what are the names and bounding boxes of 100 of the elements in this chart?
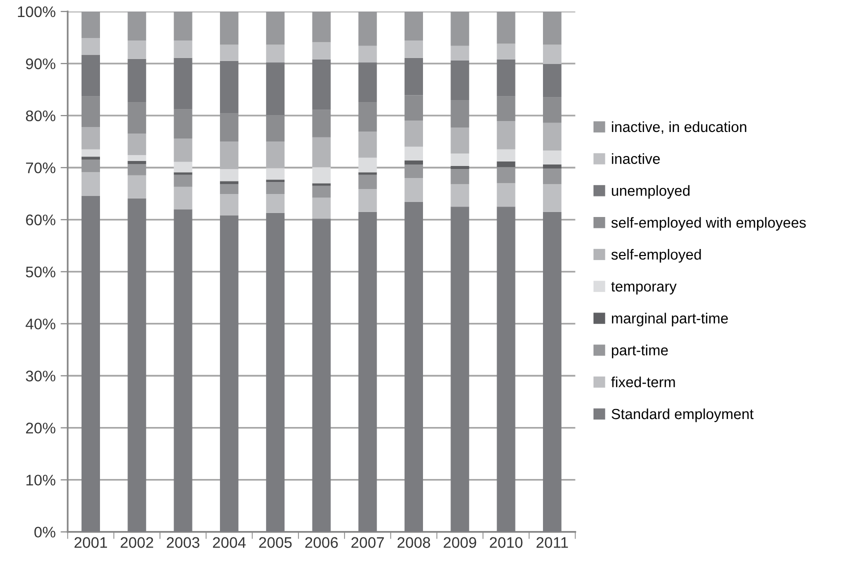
y-tick-label: 10% (26, 474, 56, 486)
bar (82, 12, 100, 38)
x-tick-label: 2011 (536, 537, 568, 548)
bar (450, 169, 470, 184)
bar (312, 110, 331, 138)
legend-label: self-employed (611, 248, 701, 263)
bar (128, 198, 146, 532)
bar (82, 196, 100, 532)
bar (542, 168, 562, 184)
x-tick-label: 2001 (74, 537, 107, 548)
bar (128, 102, 146, 134)
bar (220, 112, 238, 142)
bar (174, 138, 192, 162)
bar (82, 127, 100, 150)
bar (174, 172, 192, 175)
bar (128, 12, 146, 41)
bar (266, 44, 285, 62)
bar (82, 96, 100, 128)
bar (266, 180, 285, 182)
bar (542, 64, 562, 98)
bar (128, 40, 146, 59)
bar (312, 12, 331, 42)
bar (404, 146, 423, 160)
legend-label: temporary (611, 282, 677, 294)
x-tick-label: 2008 (398, 537, 430, 548)
bar (450, 184, 470, 207)
bar (358, 62, 377, 102)
bar (404, 95, 423, 121)
y-tick-label: 20% (26, 422, 56, 434)
bar (404, 178, 423, 202)
y-tick-label: 30% (26, 370, 56, 382)
bar (220, 194, 238, 216)
bar (358, 132, 377, 158)
bar (358, 188, 377, 212)
bar (82, 172, 100, 196)
bar (450, 100, 470, 128)
bar (128, 164, 146, 176)
bar (496, 44, 516, 60)
legend-label: inactive, in education (612, 121, 746, 134)
x-tick-label: 2007 (351, 537, 384, 548)
bar (312, 167, 331, 184)
x-tick-label: 2005 (259, 537, 292, 548)
bar (358, 12, 377, 46)
bar (542, 184, 562, 212)
bar (220, 44, 238, 61)
x-tick-label: 2010 (490, 537, 522, 548)
bar (220, 184, 238, 194)
bar (266, 212, 285, 532)
bar (404, 164, 423, 178)
bar (358, 174, 377, 189)
bar (542, 44, 562, 64)
bar (450, 46, 470, 60)
bar (128, 160, 146, 164)
bar (174, 12, 192, 41)
x-tick-label: 2003 (166, 537, 200, 548)
bar (542, 150, 562, 164)
bar (220, 12, 238, 45)
bar (404, 120, 423, 147)
bar (542, 164, 562, 169)
y-tick-label: 50% (26, 266, 56, 278)
bar (358, 172, 377, 175)
bar (82, 156, 100, 160)
bar (450, 12, 470, 46)
bar (358, 158, 377, 172)
bar (404, 40, 423, 58)
bar (450, 166, 470, 170)
bar (220, 60, 238, 113)
y-tick-label: 0% (34, 526, 56, 538)
bar (174, 209, 192, 532)
bar (450, 206, 470, 532)
bar (174, 109, 192, 138)
bar (266, 168, 285, 180)
bar (496, 183, 516, 207)
x-tick-label: 2009 (444, 537, 476, 548)
bar (266, 182, 285, 194)
bar (266, 62, 285, 116)
y-tick-label: 70% (26, 162, 56, 174)
bar (312, 198, 331, 219)
legend-label: unemployed (612, 185, 690, 199)
bar (82, 54, 100, 96)
bar (266, 142, 285, 168)
legend-label: fixed-term (611, 376, 675, 388)
bar (128, 175, 146, 198)
bar (358, 102, 377, 132)
bar (496, 161, 516, 168)
bar (220, 142, 238, 170)
bar (174, 162, 192, 172)
y-tick-label: 80% (26, 110, 56, 122)
bar (312, 186, 331, 198)
bar (404, 202, 423, 532)
bar (312, 218, 331, 532)
x-tick-label: 2004 (212, 537, 246, 548)
legend-label: part-time (612, 344, 668, 358)
bar (312, 183, 331, 186)
y-tick-label: 60% (26, 214, 56, 226)
bar (128, 134, 146, 156)
bar (312, 137, 331, 168)
bar (496, 167, 516, 184)
bar (404, 12, 423, 41)
bar (220, 215, 238, 532)
